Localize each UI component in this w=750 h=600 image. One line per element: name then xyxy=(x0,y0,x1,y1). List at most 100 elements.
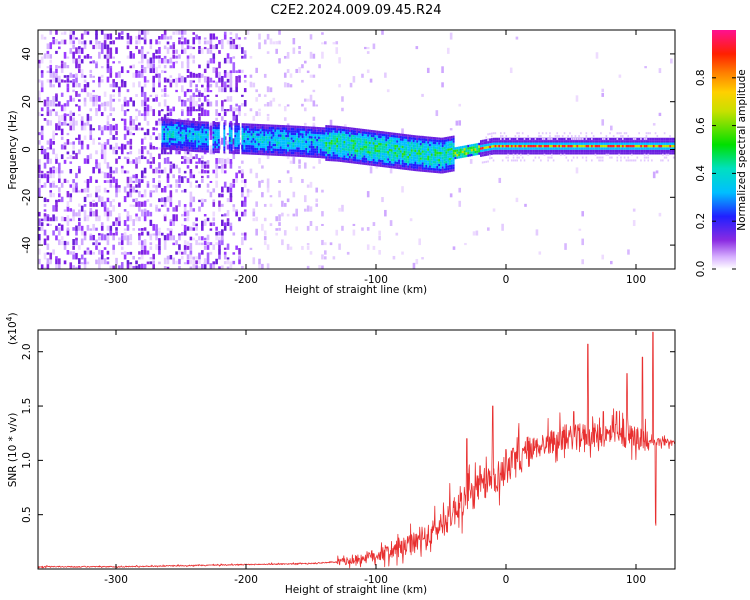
spectrogram-cell xyxy=(69,184,73,188)
spectrogram-cell xyxy=(135,40,138,45)
spectrogram-cell xyxy=(58,118,61,126)
spectrogram-signal-cell xyxy=(640,140,643,143)
spectrogram-signal-cell xyxy=(314,129,317,132)
spectrogram-cell xyxy=(123,196,127,203)
spectrogram-cell xyxy=(92,89,95,93)
spectrogram-cell xyxy=(100,254,104,260)
spectrogram-signal-cell xyxy=(474,150,477,154)
spectrogram-signal-cell xyxy=(323,141,326,145)
spectrogram-cell xyxy=(40,82,44,88)
spectrogram-signal-cell xyxy=(485,141,488,144)
spectrogram-signal-cell xyxy=(478,150,481,153)
spectrogram-signal-cell xyxy=(421,159,424,163)
spectrogram-cell xyxy=(169,45,173,50)
spectrogram-halo-cell xyxy=(516,156,518,159)
spectrogram-signal-cell xyxy=(489,138,491,141)
spectrogram-signal-cell xyxy=(296,147,299,150)
spectrogram-signal-cell xyxy=(640,147,643,150)
spectrogram-signal-cell xyxy=(503,140,506,143)
spectrogram-signal-cell xyxy=(301,152,304,155)
spectrogram-signal-cell xyxy=(179,119,182,123)
spectrogram-signal-cell xyxy=(170,130,173,134)
spectrogram-cell xyxy=(163,148,167,155)
spectrogram-cell xyxy=(166,227,170,231)
spectrogram-signal-cell xyxy=(359,154,362,158)
spectrogram-signal-cell xyxy=(589,144,592,148)
spectrogram-signal-cell xyxy=(236,122,239,126)
spectrogram-signal-cell xyxy=(312,131,315,134)
spectrogram-signal-cell xyxy=(328,156,331,159)
spectrogram-signal-cell xyxy=(168,140,171,143)
spectrogram-cell xyxy=(192,80,196,83)
spectrogram-signal-cell xyxy=(201,128,204,131)
spectrogram-cell xyxy=(98,142,101,145)
spectrogram-signal-cell xyxy=(319,127,322,130)
spectrogram-cell xyxy=(46,111,50,117)
spectrogram-halo-cell xyxy=(580,137,582,140)
spectrogram-cell xyxy=(215,94,218,97)
spectrogram-cell xyxy=(89,61,93,64)
spectrogram-signal-cell xyxy=(301,154,304,158)
spectrogram-signal-cell xyxy=(236,149,239,152)
spectrogram-signal-cell xyxy=(563,137,566,141)
spectrogram-signal-cell xyxy=(432,139,435,142)
spectrogram-signal-cell xyxy=(276,151,279,154)
spectrogram-signal-cell xyxy=(170,142,173,146)
spectrogram-cell xyxy=(458,200,462,207)
spectrogram-signal-cell xyxy=(305,142,308,146)
spectrogram-signal-cell xyxy=(347,146,350,149)
spectrogram-cell xyxy=(232,150,236,155)
spectrogram-halo-cell xyxy=(616,132,619,135)
spectrogram-signal-cell xyxy=(217,124,220,127)
spectrogram-signal-cell xyxy=(405,143,408,147)
spectrogram-signal-cell xyxy=(496,142,499,145)
spectrogram-signal-cell xyxy=(254,126,257,129)
spectrogram-signal-cell xyxy=(188,146,191,150)
spectrogram-cell xyxy=(138,201,141,207)
spectrogram-signal-cell xyxy=(383,143,386,146)
spectrogram-signal-cell xyxy=(301,137,304,141)
spectrogram-signal-cell xyxy=(430,146,433,149)
spectrogram-signal-cell xyxy=(389,134,391,137)
spectrogram-signal-cell xyxy=(554,144,557,148)
spectrogram-signal-cell xyxy=(549,142,552,145)
spectrogram-signal-cell xyxy=(345,145,348,149)
spectrogram-cell xyxy=(232,90,236,93)
spectrogram-signal-cell xyxy=(290,125,293,128)
spectrogram-cell xyxy=(218,61,221,69)
spectrogram-signal-cell xyxy=(571,152,573,155)
spectrogram-cell xyxy=(243,88,247,93)
spectrogram-signal-cell xyxy=(196,142,198,146)
spectrogram-signal-cell xyxy=(618,140,621,143)
spectrogram-signal-cell xyxy=(632,147,635,150)
spectrogram-signal-cell xyxy=(345,148,348,151)
spectrogram-signal-cell xyxy=(450,157,453,160)
spectrogram-signal-cell xyxy=(403,165,406,168)
spectrogram-signal-cell xyxy=(161,142,164,145)
spectrogram-signal-cell xyxy=(285,132,288,135)
spectrogram-cell xyxy=(229,76,233,83)
spectrogram-cell xyxy=(212,211,216,217)
spectrogram-signal-cell xyxy=(272,129,275,132)
spectrogram-signal-cell xyxy=(385,138,388,142)
spectrogram-signal-cell xyxy=(571,149,573,153)
spectrogram-signal-cell xyxy=(520,137,522,141)
spectrogram-cell xyxy=(335,47,339,54)
spectrogram-signal-cell xyxy=(307,143,309,146)
spectrogram-signal-cell xyxy=(609,147,612,150)
spectrogram-cell xyxy=(201,155,204,160)
spectrogram-signal-cell xyxy=(272,148,275,151)
spectrogram-cell xyxy=(172,257,176,265)
spectrogram-signal-cell xyxy=(514,137,517,141)
spectrogram-cell xyxy=(72,209,75,217)
spectrogram-signal-cell xyxy=(179,129,182,132)
spectrogram-signal-cell xyxy=(452,152,455,155)
spectrogram-cell xyxy=(160,169,164,174)
spectrogram-signal-cell xyxy=(170,140,173,143)
spectrogram-signal-cell xyxy=(330,154,333,157)
spectrogram-signal-cell xyxy=(447,138,450,142)
spectrogram-signal-cell xyxy=(631,147,633,150)
spectrogram-signal-cell xyxy=(207,131,209,134)
spectrogram-signal-cell xyxy=(290,139,293,143)
spectrogram-cell xyxy=(109,47,113,54)
